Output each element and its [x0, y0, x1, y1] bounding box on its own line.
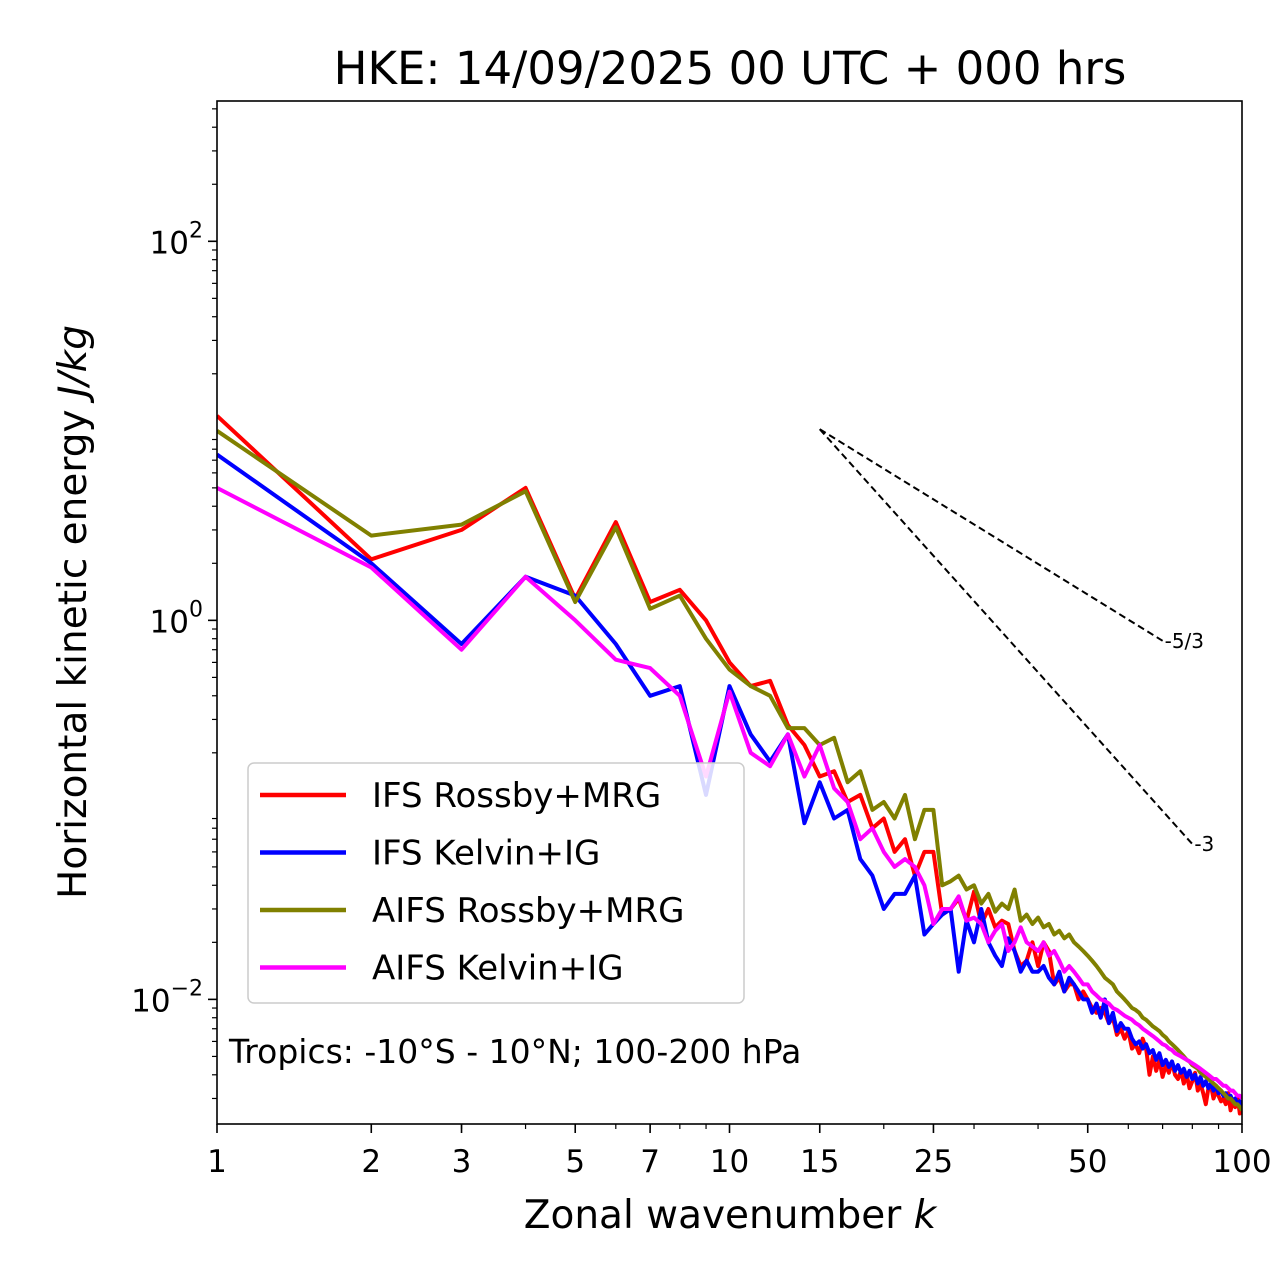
y-tick-label: 102 — [150, 218, 203, 261]
region-annotation: Tropics: -10°S - 10°N; 100-200 hPa — [228, 1032, 801, 1071]
reference-slope-line — [819, 428, 1164, 642]
y-tick-label: 10−2 — [131, 976, 203, 1019]
x-tick-label: 1 — [207, 1144, 227, 1180]
x-axis: 1 2 3 5 7 10 15 25 50 100 — [207, 1124, 1272, 1180]
x-tick-label: 100 — [1212, 1144, 1271, 1180]
y-axis-label: Horizontal kinetic energy J/kg — [51, 325, 96, 899]
x-tick-label: 2 — [361, 1144, 381, 1180]
x-axis-label: Zonal wavenumber k — [524, 1193, 938, 1238]
x-tick-label: 3 — [452, 1144, 472, 1180]
x-tick-label: 25 — [914, 1144, 953, 1180]
legend-label: AIFS Rossby+MRG — [372, 891, 684, 931]
legend-label: IFS Rossby+MRG — [372, 776, 661, 816]
reference-slope-label: -3 — [1194, 832, 1214, 856]
reference-slope-line — [819, 428, 1194, 845]
series-line — [217, 452, 1242, 1108]
series-line — [217, 429, 1242, 1112]
x-tick-label: 7 — [640, 1144, 660, 1180]
legend-box — [247, 762, 745, 1004]
reference-slopes — [819, 428, 1194, 845]
chart-title: HKE: 14/09/2025 00 UTC + 000 hrs — [334, 42, 1127, 95]
series-line — [217, 486, 1242, 1100]
legend: IFS Rossby+MRG IFS Kelvin+IG AIFS Rossby+M… — [247, 762, 745, 1004]
x-tick-label: 50 — [1068, 1144, 1107, 1180]
x-tick-label: 5 — [565, 1144, 585, 1180]
y-axis: 102 100 10−2 — [131, 108, 217, 1100]
series-lines — [217, 414, 1242, 1116]
legend-label: AIFS Kelvin+IG — [372, 949, 624, 989]
x-tick-label: 15 — [800, 1144, 839, 1180]
y-tick-label: 100 — [150, 597, 203, 640]
reference-slope-label: -5/3 — [1165, 629, 1204, 653]
x-tick-label: 10 — [710, 1144, 749, 1180]
legend-label: IFS Kelvin+IG — [372, 834, 600, 874]
